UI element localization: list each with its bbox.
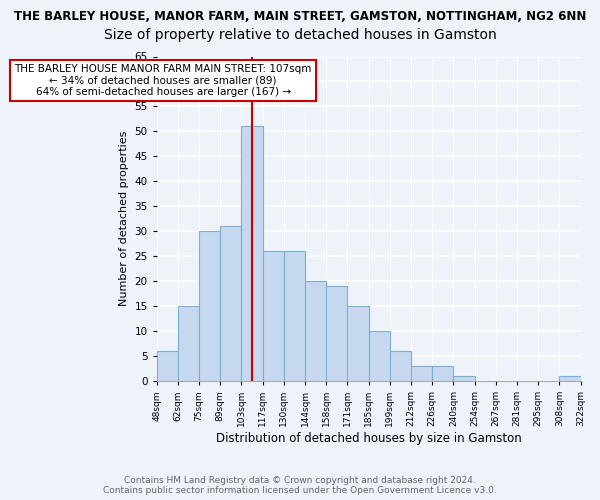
Bar [284,251,305,381]
X-axis label: Distribution of detached houses by size in Gamston: Distribution of detached houses by size … [216,432,521,445]
Bar [263,251,284,381]
Bar [178,306,199,381]
Bar [305,281,326,381]
Text: THE BARLEY HOUSE MANOR FARM MAIN STREET: 107sqm
← 34% of detached houses are sma: THE BARLEY HOUSE MANOR FARM MAIN STREET:… [14,64,312,97]
Bar [326,286,347,381]
Bar [157,351,178,381]
Bar [241,126,263,381]
Bar [220,226,241,381]
Bar [411,366,432,381]
Text: Contains HM Land Registry data © Crown copyright and database right 2024.
Contai: Contains HM Land Registry data © Crown c… [103,476,497,495]
Bar [454,376,475,381]
Bar [432,366,454,381]
Bar [368,331,390,381]
Bar [559,376,581,381]
Bar [390,351,411,381]
Text: THE BARLEY HOUSE, MANOR FARM, MAIN STREET, GAMSTON, NOTTINGHAM, NG2 6NN: THE BARLEY HOUSE, MANOR FARM, MAIN STREE… [14,10,586,23]
Bar [347,306,368,381]
Bar [199,232,220,381]
Text: Size of property relative to detached houses in Gamston: Size of property relative to detached ho… [104,28,496,42]
Y-axis label: Number of detached properties: Number of detached properties [119,131,129,306]
